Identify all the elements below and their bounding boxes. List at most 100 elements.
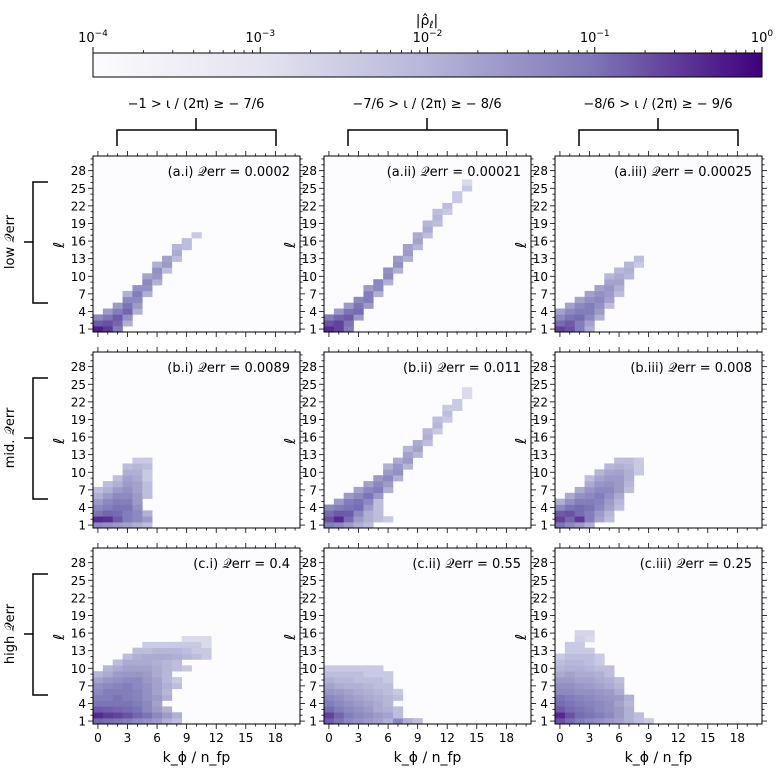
heatmap-cell <box>633 255 645 262</box>
heatmap-cell <box>343 688 354 695</box>
x-tick-label: 3 <box>124 731 132 745</box>
y-tick-label: 22 <box>71 395 86 409</box>
panel-a-i: 1 4 7 10 13 16 19 22 25 28 ℓ (a.i) 𝒬err = 0.0002 <box>50 151 305 337</box>
heatmap-cell <box>393 688 404 695</box>
heatmap-cell <box>181 636 192 643</box>
heatmap-cell <box>353 492 364 499</box>
heatmap-cell <box>122 498 133 505</box>
x-tick-label: 3 <box>355 731 363 745</box>
row-bracket-2 <box>24 377 48 500</box>
heatmap-cell <box>102 694 114 701</box>
heatmap-cell <box>191 653 202 660</box>
panel-title: (a.iii) 𝒬err = 0.00025 <box>614 165 752 180</box>
heatmap-cell <box>162 682 173 690</box>
heatmap-cell <box>152 706 163 713</box>
heatmap-cell <box>594 290 605 298</box>
y-tick-label: 1 <box>540 323 548 337</box>
y-tick-label: 16 <box>302 627 317 641</box>
y-tick-label: 19 <box>71 217 86 231</box>
y-tick-label: 10 <box>302 466 317 480</box>
y-tick-label: 25 <box>302 574 317 588</box>
heatmap-cell <box>112 302 123 309</box>
heatmap-cell <box>343 706 354 713</box>
heatmap-cell <box>594 308 605 315</box>
x-tick-label: 0 <box>325 731 333 745</box>
heatmap-cell <box>564 682 576 690</box>
heatmap-cell <box>604 682 615 690</box>
y-tick-label: 13 <box>533 252 548 266</box>
heatmap-cell <box>604 492 615 499</box>
heatmap-cell <box>584 706 595 713</box>
heatmap-cell <box>333 665 345 672</box>
heatmap-cell <box>393 694 404 701</box>
y-tick-label: 7 <box>78 287 86 301</box>
heatmap-cell <box>152 694 163 701</box>
panel-b-iii: 1 4 7 10 13 16 19 22 25 28 ℓ (b.iii) 𝒬err = 0.008 <box>512 347 767 533</box>
row-bracket-1 <box>24 181 48 304</box>
heatmap-cell <box>574 320 585 327</box>
heatmap-cell <box>93 510 104 517</box>
heatmap-cell <box>604 700 615 707</box>
heatmap-cell <box>112 492 123 499</box>
heatmap-cell <box>564 504 576 511</box>
heatmap-cell <box>132 290 143 298</box>
heatmap-cell <box>353 677 364 684</box>
heatmap-cell <box>353 504 364 511</box>
heatmap-cell <box>201 647 212 654</box>
heatmap-cell <box>102 504 114 511</box>
y-tick-label: 19 <box>533 413 548 427</box>
column-bracket-1 <box>116 118 277 146</box>
heatmap-cell <box>102 481 114 488</box>
heatmap-cell <box>102 498 114 505</box>
heatmap-cell <box>132 671 143 678</box>
heatmap-cell <box>594 504 605 511</box>
heatmap-cell <box>363 296 374 303</box>
heatmap-cell <box>122 700 133 707</box>
heatmap-cell <box>555 320 566 327</box>
heatmap-cell <box>102 671 114 678</box>
heatmap-cell <box>102 700 114 707</box>
heatmap-cell <box>604 469 615 476</box>
y-tick-label: 22 <box>302 591 317 605</box>
heatmap-cell <box>604 706 615 713</box>
heatmap-cell <box>122 296 133 303</box>
y-tick-label: 10 <box>533 662 548 676</box>
heatmap-cell <box>373 510 384 517</box>
panel-title: (c.i) 𝒬err = 0.4 <box>193 557 290 572</box>
y-tick-label: 1 <box>309 715 317 729</box>
heatmap-cell <box>333 694 345 701</box>
heatmap-cell <box>181 641 192 649</box>
row-labels: low 𝒬err mid. 𝒬err high 𝒬err <box>3 181 48 696</box>
x-axis-label: k_ϕ / n_fp <box>163 750 231 766</box>
heatmap-cell <box>594 469 605 476</box>
heatmap-cell <box>93 688 104 695</box>
heatmap-cell <box>112 522 123 529</box>
heatmap-cell <box>363 481 374 488</box>
heatmap-cell <box>324 665 335 672</box>
heatmap-cell <box>122 320 133 327</box>
y-tick-label: 28 <box>71 164 86 178</box>
heatmap-cell <box>383 700 394 707</box>
heatmap-cell <box>333 522 345 529</box>
colorbar-tick-label: 10−1 <box>580 29 610 46</box>
heatmap-cell <box>412 244 423 251</box>
heatmap-cell <box>343 498 354 505</box>
heatmap-cell <box>112 498 123 505</box>
heatmap-cell <box>363 285 374 292</box>
heatmap-cell <box>171 677 183 684</box>
heatmap-cell <box>343 320 354 327</box>
heatmap-cell <box>574 308 585 315</box>
x-tick-label: 0 <box>556 731 564 745</box>
heatmap-cell <box>363 302 374 309</box>
heatmap-cell <box>373 694 384 701</box>
y-tick-label: 16 <box>71 431 86 445</box>
column-header-3: −8/6 > ι / (2π) ≥ − 9/6 <box>583 97 732 112</box>
heatmap-cell <box>201 636 212 643</box>
heatmap-cell <box>201 641 212 649</box>
heatmap-cell <box>142 273 153 280</box>
heatmap-cell <box>604 279 615 286</box>
heatmap-cell <box>584 688 595 695</box>
heatmap-cell <box>383 682 394 690</box>
heatmap-cell <box>584 475 595 482</box>
heatmap-cell <box>584 326 595 333</box>
